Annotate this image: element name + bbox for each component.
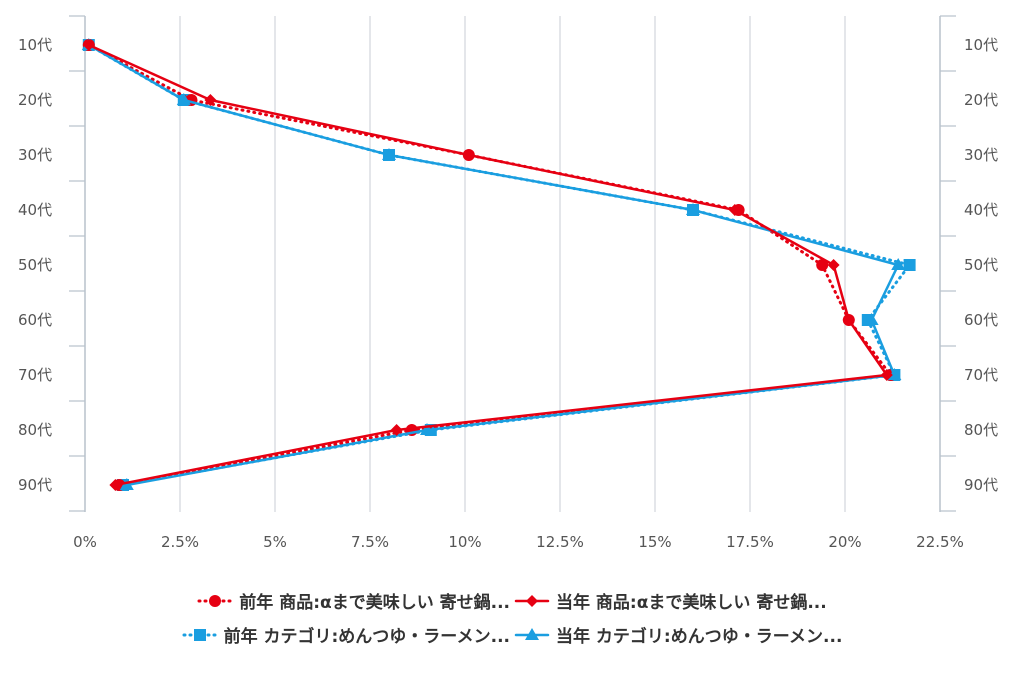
y-tick-label-left: 30代 [18,146,52,164]
y-tick-label-left: 10代 [18,36,52,54]
y-tick-label-left: 20代 [18,91,52,109]
series-2 [82,39,893,491]
y-tick-label-right: 40代 [964,201,998,219]
data-point-circle [816,259,829,271]
x-tick-label: 7.5% [351,533,389,551]
series-4 [81,38,906,490]
legend-item: 前年 商品:αまで美味しい 寄せ鍋... [197,588,510,613]
series-lines [81,38,916,491]
legend-label: 前年 商品:αまで美味しい 寄せ鍋... [239,593,510,613]
legend-item: 当年 商品:αまで美味しい 寄せ鍋... [514,588,827,613]
y-tick-label-right: 50代 [964,256,998,274]
data-point-diamond [827,259,840,271]
x-tick-label: 15% [638,533,671,551]
data-point-triangle [176,93,191,105]
y-tick-label-right: 80代 [964,421,998,439]
legend-item: 前年 カテゴリ:めんつゆ・ラーメン... [182,622,510,647]
legend-label: 当年 商品:αまで美味しい 寄せ鍋... [556,593,827,613]
legend-marker [193,628,206,641]
data-point-triangle [420,423,434,435]
data-point-diamond [204,94,217,106]
data-point-triangle [382,148,396,160]
legend-label: 前年 カテゴリ:めんつゆ・ラーメン... [223,627,510,647]
data-point-diamond [109,479,122,491]
data-point-square [903,259,916,271]
x-tick-label: 2.5% [161,533,199,551]
data-point-diamond [82,39,95,51]
x-tick-label: 12.5% [536,533,584,551]
legend-swatch-triangle [514,627,550,640]
data-point-triangle [891,258,906,270]
x-tick-label: 10% [448,533,481,551]
legend-label: 当年 カテゴリ:めんつゆ・ラーメン... [556,627,843,647]
y-tick-label-right: 60代 [964,311,998,329]
series-line [87,43,889,487]
legend-row-1: 前年 商品:αまで美味しい 寄せ鍋... 当年 商品:αまで美味しい 寄せ鍋... [0,588,1024,615]
legend-marker [526,594,538,607]
tick-labels: 0% 2.5% 5% 7.5% 10% 12.5% 15% 17.5% 20% 22.5% 10代 1… [18,36,998,551]
x-tick-label: 22.5% [916,533,964,551]
line-chart: 0% 2.5% 5% 7.5% 10% 12.5% 15% 17.5% 20% 22.5% 10代 1… [18,15,998,551]
y-tick-label-right: 70代 [964,366,998,384]
y-tick-label-right: 90代 [964,476,998,494]
data-point-diamond [390,424,403,436]
data-point-triangle [686,203,700,215]
y-tick-label-left: 90代 [18,476,52,494]
legend-marker [209,594,222,607]
y-tick-label-left: 80代 [18,421,52,439]
data-point-diamond [880,369,893,381]
y-tick-label-left: 50代 [18,256,52,274]
data-point-triangle [864,313,879,325]
legend-item: 当年 カテゴリ:めんつゆ・ラーメン... [514,622,842,647]
gridlines [179,16,846,512]
legend-swatch-square [182,628,218,641]
y-tick-label-right: 10代 [964,36,998,54]
x-tick-label: 0% [73,533,97,551]
y-tick-label-left: 70代 [18,366,52,384]
y-tick-label-left: 60代 [18,311,52,329]
data-point-diamond [842,314,855,326]
data-point-triangle [887,368,902,380]
x-tick-label: 5% [263,533,287,551]
legend-row-2: 前年 カテゴリ:めんつゆ・ラーメン... 当年 カテゴリ:めんつゆ・ラーメン... [0,622,1024,649]
legend-marker [525,627,539,640]
x-tick-label: 17.5% [726,533,774,551]
axes [69,15,956,512]
data-point-diamond [462,149,475,161]
y-tick-label-right: 20代 [964,91,998,109]
y-tick-label-left: 40代 [18,201,52,219]
legend-swatch-circle [197,594,233,607]
legend-swatch-diamond [514,594,550,607]
data-point-diamond [728,204,741,216]
x-tick-label: 20% [828,533,861,551]
y-tick-label-right: 30代 [964,146,998,164]
